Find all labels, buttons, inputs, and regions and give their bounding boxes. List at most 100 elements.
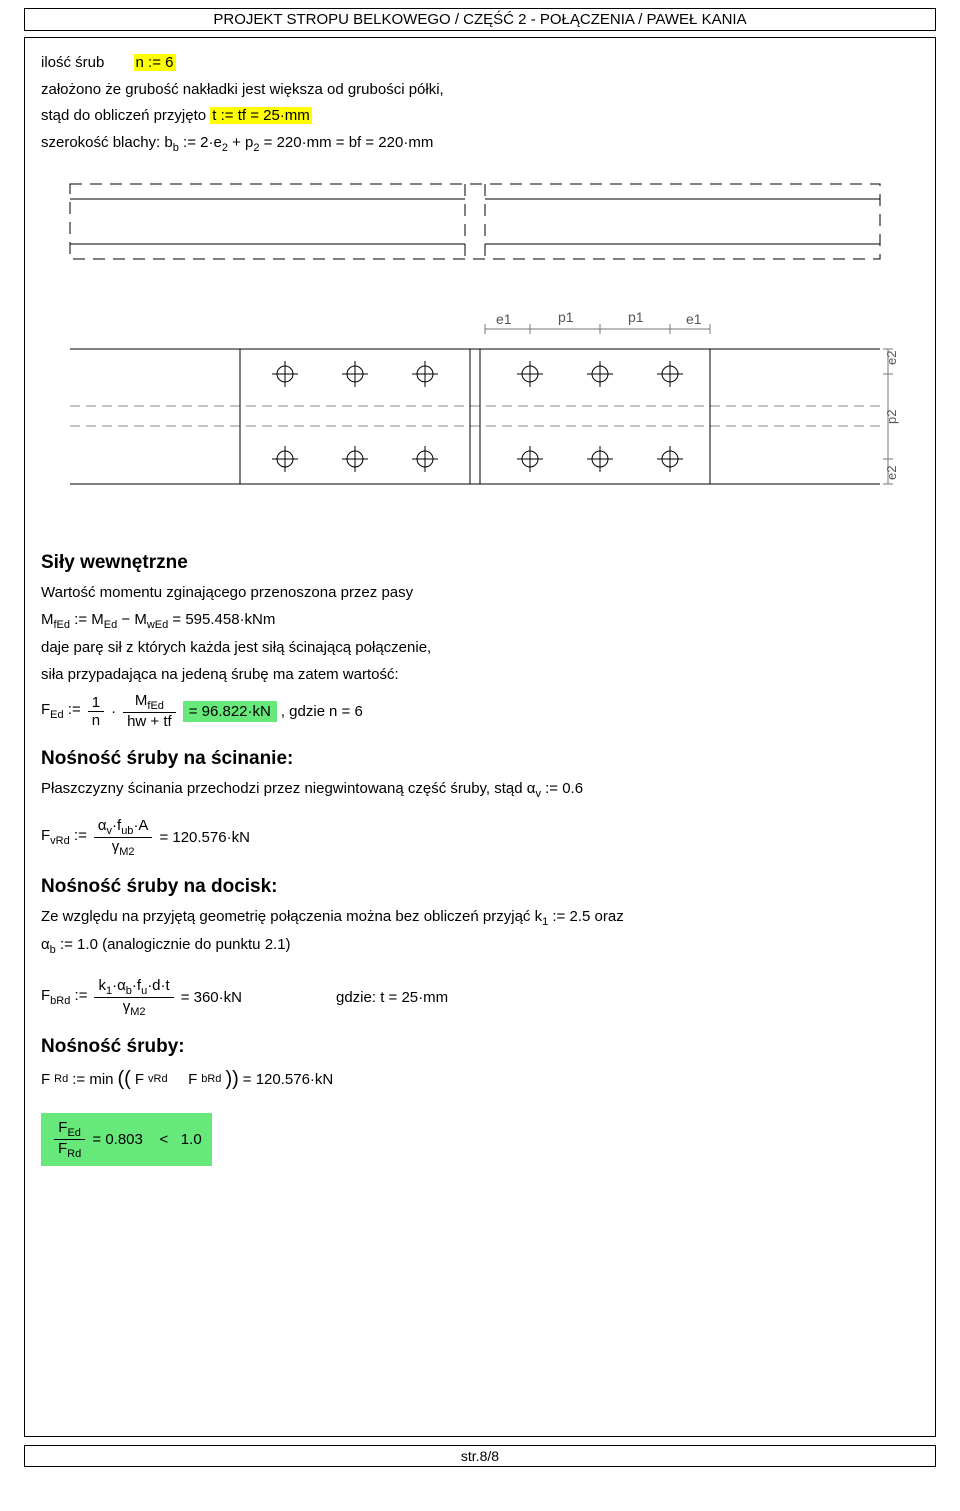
header-title-box: PROJEKT STROPU BELKOWEGO / CZĘŚĆ 2 - POŁ… (24, 8, 936, 31)
docisk-line1: Ze względu na przyjętą geometrię połącze… (41, 906, 919, 931)
bolt (342, 446, 368, 472)
t: t = 25·mm (380, 989, 448, 1006)
bb-formula: bb := 2·e2 + p2 = 220·mm = bf = 220·mm (164, 134, 433, 151)
t: F (41, 1071, 50, 1088)
t: Rd (54, 1073, 68, 1085)
t: ·f (132, 977, 141, 994)
t: bRd (50, 995, 70, 1007)
diagram-svg: e1 p1 p1 e1 (50, 174, 910, 534)
frac-ratio: FEd FRd (54, 1119, 85, 1160)
t: fEd (147, 700, 164, 712)
t: M2 (119, 846, 134, 858)
fed-formula: FEd := 1 n · MfEd hw + tf = 96.822·kN , … (41, 692, 919, 730)
footer-page: str.8/8 (461, 1448, 499, 1464)
t: 1 (88, 694, 104, 711)
top-outline (70, 184, 880, 259)
fvrd-formula: FvRd := αv·fub·A γM2 = 120.576·kN (41, 817, 919, 858)
sily-line1: Wartość momentu zginającego przenoszona … (41, 582, 919, 605)
frd-formula: FRd := min((FvRd FbRd)) = 120.576·kN (41, 1068, 919, 1091)
t: hw + tf (123, 712, 176, 730)
fvrd-lhs: FvRd := (41, 827, 87, 847)
bolt (657, 446, 683, 472)
bolt (587, 446, 613, 472)
assumption-line-1: założono że grubość nakładki jest większ… (41, 79, 919, 102)
dim-p1-2: p1 (628, 309, 644, 325)
bolt (272, 446, 298, 472)
t: := 1.0 (analogicznie do punktu 2.1) (56, 936, 291, 953)
bf-expr: bf = 220·mm (349, 134, 434, 151)
heading-sily: Siły wewnętrzne (41, 552, 919, 574)
assumption-line-2: stąd do obliczeń przyjęto t := tf = 25·m… (41, 105, 919, 128)
bolt (412, 361, 438, 387)
t: F (188, 1071, 197, 1088)
t: (( (118, 1068, 131, 1091)
t: · (111, 703, 116, 720)
fbrd-lhs: FbRd := (41, 987, 87, 1007)
t: α (98, 817, 107, 834)
scinanie-line1: Płaszczyzny ścinania przechodzi przez ni… (41, 778, 919, 803)
dim-p1-1: p1 (558, 309, 574, 325)
t: := 2.5 (548, 908, 590, 925)
t: Ed (67, 1127, 80, 1139)
t: := (64, 701, 81, 718)
t: Ed (50, 709, 63, 721)
bolt-count-row: ilość śrub n := 6 (41, 52, 919, 75)
bolt (517, 361, 543, 387)
t: ·f (112, 817, 121, 834)
t: ·d·t (147, 977, 170, 994)
fed-lhs: FEd := (41, 701, 81, 721)
bolts-group (272, 361, 683, 472)
bolt (342, 361, 368, 387)
t: := (70, 827, 87, 844)
t: := min (72, 1071, 113, 1088)
t: vRd (148, 1073, 168, 1085)
t: n = 6 (329, 703, 363, 720)
t: FEd (54, 1119, 85, 1139)
dim-ticks-top (485, 324, 710, 334)
t: n (88, 711, 104, 729)
t: FRd (54, 1139, 85, 1160)
fed-result: = 96.822·kN (183, 701, 277, 722)
heading-docisk: Nośność śruby na docisk: (41, 876, 919, 898)
dim-e2-bot: e2 (884, 466, 899, 480)
header-title: PROJEKT STROPU BELKOWEGO / CZĘŚĆ 2 - POŁ… (213, 11, 746, 28)
connection-diagram: e1 p1 p1 e1 (41, 174, 919, 534)
t: F (41, 987, 50, 1004)
dim-labels-right: e2 p2 e2 (884, 351, 899, 480)
bolt (517, 446, 543, 472)
bolt (272, 361, 298, 387)
docisk-line2: αb := 1.0 (analogicznie do punktu 2.1) (41, 934, 919, 959)
t: γM2 (94, 997, 173, 1018)
t: ·α (112, 977, 126, 994)
t: = 595.458·kNm (168, 611, 275, 628)
t: Ze względu na przyjętą geometrię połącze… (41, 908, 535, 925)
t: k (535, 908, 543, 925)
t: bRd (201, 1073, 221, 1085)
t: k1·αb·fu·d·t (94, 977, 173, 997)
bb-sym: b (164, 134, 172, 151)
fbrd-formula: FbRd := k1·αb·fu·d·t γM2 = 360·kN gdzie:… (41, 977, 919, 1018)
t: gdzie: (336, 989, 380, 1006)
t: := 0.6 (541, 780, 583, 797)
fvrd-val: = 120.576·kN (159, 829, 249, 846)
frac-fvrd: αv·fub·A γM2 (94, 817, 153, 858)
footer-page-box: str.8/8 (24, 1445, 936, 1467)
t: )) (225, 1068, 238, 1091)
sily-line2: daje parę sił z których każda jest siłą … (41, 637, 919, 660)
frac-mfed: MfEd hw + tf (123, 692, 176, 730)
frac-fbrd: k1·αb·fu·d·t γM2 (94, 977, 173, 1018)
bb-e1: := 2·e (179, 134, 222, 151)
t: F (58, 1140, 67, 1157)
t: ub (121, 825, 133, 837)
t: F (41, 827, 50, 844)
heading-scinanie: Nośność śruby na ścinanie: (41, 748, 919, 770)
t: fEd (54, 619, 71, 631)
assumption-prefix: stąd do obliczeń przyjęto (41, 107, 210, 124)
t: = 120.576·kN (243, 1071, 333, 1088)
t: Ed (104, 619, 117, 631)
t: oraz (590, 908, 623, 925)
ratio-lt: < 1.0 (147, 1131, 202, 1148)
t: ·A (133, 817, 148, 834)
t: wEd (147, 619, 168, 631)
t: αv·fub·A (94, 817, 153, 837)
